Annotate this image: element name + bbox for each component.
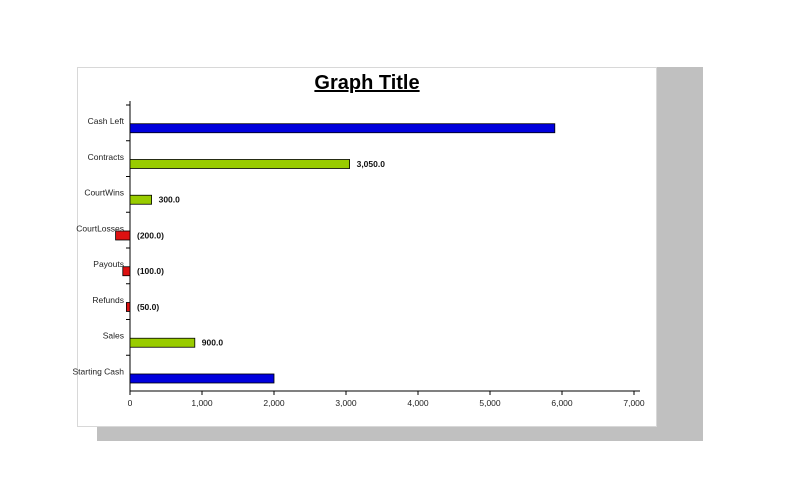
- x-tick-label: 1,000: [191, 398, 213, 408]
- x-tick-label: 0: [128, 398, 133, 408]
- data-label: 300.0: [159, 195, 181, 205]
- data-label: (50.0): [137, 302, 159, 312]
- data-label: (200.0): [137, 230, 164, 240]
- x-tick-label: 2,000: [263, 398, 285, 408]
- data-label: (100.0): [137, 266, 164, 276]
- bar: [126, 302, 131, 312]
- chart-title: Graph Title: [314, 72, 420, 94]
- category-label: Cash Left: [88, 116, 125, 126]
- category-label: Contracts: [88, 152, 124, 162]
- bar: [122, 266, 131, 277]
- bar: [129, 123, 556, 134]
- bar: [129, 194, 153, 205]
- category-label: Payouts: [93, 259, 124, 269]
- data-label: 900.0: [202, 338, 224, 348]
- category-label: CourtWins: [84, 188, 124, 198]
- x-tick-label: 3,000: [335, 398, 357, 408]
- x-tick-label: 4,000: [407, 398, 429, 408]
- category-label: Refunds: [92, 295, 124, 305]
- x-tick-label: 7,000: [623, 398, 645, 408]
- category-label: Starting Cash: [73, 366, 125, 376]
- x-tick-label: 6,000: [551, 398, 573, 408]
- category-label: CourtLosses: [76, 223, 124, 233]
- category-label: Sales: [103, 331, 124, 341]
- data-label: 3,050.0: [357, 159, 386, 169]
- bar: [129, 159, 351, 169]
- x-tick-label: 5,000: [479, 398, 501, 408]
- bar: [115, 230, 131, 241]
- bar: [129, 337, 196, 348]
- bar: [129, 373, 275, 384]
